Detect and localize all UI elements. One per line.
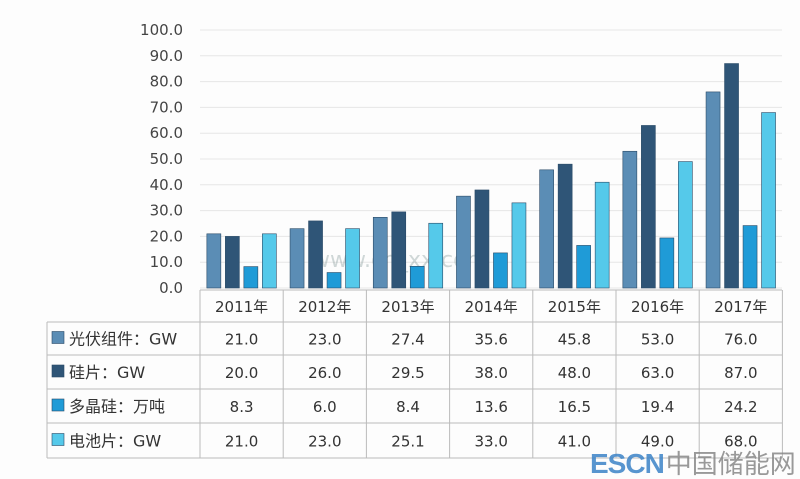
- data-label: 49.0: [641, 433, 674, 451]
- data-label: 25.1: [391, 433, 424, 451]
- bar-1-2011年: [206, 233, 222, 289]
- y-tick-label: 100.0: [140, 21, 183, 39]
- legend-label: 光伏组件：GW: [69, 330, 177, 349]
- data-label: 38.0: [474, 364, 507, 382]
- y-tick-label: 70.0: [150, 98, 183, 116]
- data-label: 33.0: [474, 433, 507, 451]
- bar-3-2017年: [742, 225, 758, 289]
- data-label: 6.0: [313, 398, 337, 416]
- category-label: 2014年: [465, 298, 518, 316]
- bar-3-2014年: [493, 252, 508, 289]
- escn-logo: ESCN中国储能网: [590, 444, 796, 479]
- category-label: 2015年: [548, 298, 601, 316]
- data-label: 13.6: [474, 398, 507, 416]
- data-label: 21.0: [225, 331, 258, 349]
- category-label: 2013年: [381, 298, 434, 316]
- legend-label: 多晶硅：万吨: [69, 397, 165, 416]
- legend-swatch: [51, 398, 65, 412]
- bar-4-2013年: [428, 222, 444, 289]
- category-label: 2017年: [714, 298, 767, 316]
- bar-2-2014年: [474, 189, 490, 289]
- bar-3-2011年: [243, 266, 259, 289]
- category-label: 2012年: [298, 298, 351, 316]
- data-label: 48.0: [558, 364, 591, 382]
- logo-cn: 中国储能网: [665, 449, 796, 479]
- data-label: 35.6: [474, 331, 507, 349]
- y-tick-label: 80.0: [150, 73, 183, 91]
- bar-1-2013年: [372, 217, 388, 289]
- y-tick-label: 60.0: [150, 124, 183, 142]
- y-tick-label: 0.0: [159, 279, 183, 297]
- data-label: 63.0: [641, 364, 674, 382]
- category-label: 2011年: [215, 298, 268, 316]
- bar-3-2015年: [576, 245, 591, 289]
- data-label: 8.4: [396, 398, 420, 416]
- bar-2-2015年: [557, 163, 573, 289]
- data-label: 29.5: [391, 364, 424, 382]
- legend-label: 电池片：GW: [69, 432, 161, 451]
- data-label: 24.2: [724, 398, 757, 416]
- bar-1-2015年: [539, 169, 554, 289]
- bar-3-2013年: [409, 266, 425, 289]
- bar-1-2012年: [289, 228, 305, 289]
- bar-4-2014年: [511, 202, 527, 289]
- bar-4-2016年: [678, 161, 693, 289]
- data-label: 23.0: [308, 433, 341, 451]
- data-label: 76.0: [724, 331, 757, 349]
- bar-2-2016年: [641, 125, 656, 289]
- data-label: 41.0: [558, 433, 591, 451]
- bar-3-2016年: [659, 237, 675, 289]
- bar-2-2013年: [391, 211, 407, 289]
- bar-1-2017年: [705, 91, 721, 289]
- data-label: 21.0: [225, 433, 258, 451]
- y-tick-label: 10.0: [150, 253, 183, 271]
- data-label: 45.8: [558, 331, 591, 349]
- data-label: 20.0: [225, 364, 258, 382]
- y-tick-label: 20.0: [150, 227, 183, 245]
- legend-label: 硅片：GW: [69, 363, 145, 382]
- y-tick-label: 50.0: [150, 150, 183, 168]
- data-label: 23.0: [308, 331, 341, 349]
- bar-1-2014年: [456, 195, 471, 289]
- bar-4-2012年: [345, 228, 360, 289]
- legend-swatch: [51, 331, 65, 344]
- y-tick-label: 40.0: [150, 176, 183, 194]
- bar-4-2017年: [761, 112, 776, 289]
- y-tick-label: 90.0: [150, 47, 183, 65]
- data-label: 27.4: [391, 331, 424, 349]
- bar-4-2011年: [262, 233, 277, 289]
- bar-4-2015年: [594, 181, 610, 289]
- y-tick-label: 30.0: [150, 202, 183, 220]
- data-label: 16.5: [558, 398, 591, 416]
- legend-swatch: [51, 364, 65, 378]
- legend-swatch: [51, 433, 65, 446]
- logo-en: ESCN: [590, 448, 665, 479]
- bar-2-2012年: [308, 220, 323, 289]
- data-label: 53.0: [641, 331, 674, 349]
- bar-3-2012年: [326, 272, 342, 289]
- bar-2-2011年: [225, 236, 240, 289]
- bar-1-2016年: [622, 150, 638, 289]
- data-label: 19.4: [641, 398, 674, 416]
- data-label: 87.0: [724, 364, 757, 382]
- bar-2-2017年: [724, 63, 739, 289]
- category-label: 2016年: [631, 298, 684, 316]
- data-label: 68.0: [724, 433, 757, 451]
- data-label: 26.0: [308, 364, 341, 382]
- data-label: 8.3: [230, 398, 254, 416]
